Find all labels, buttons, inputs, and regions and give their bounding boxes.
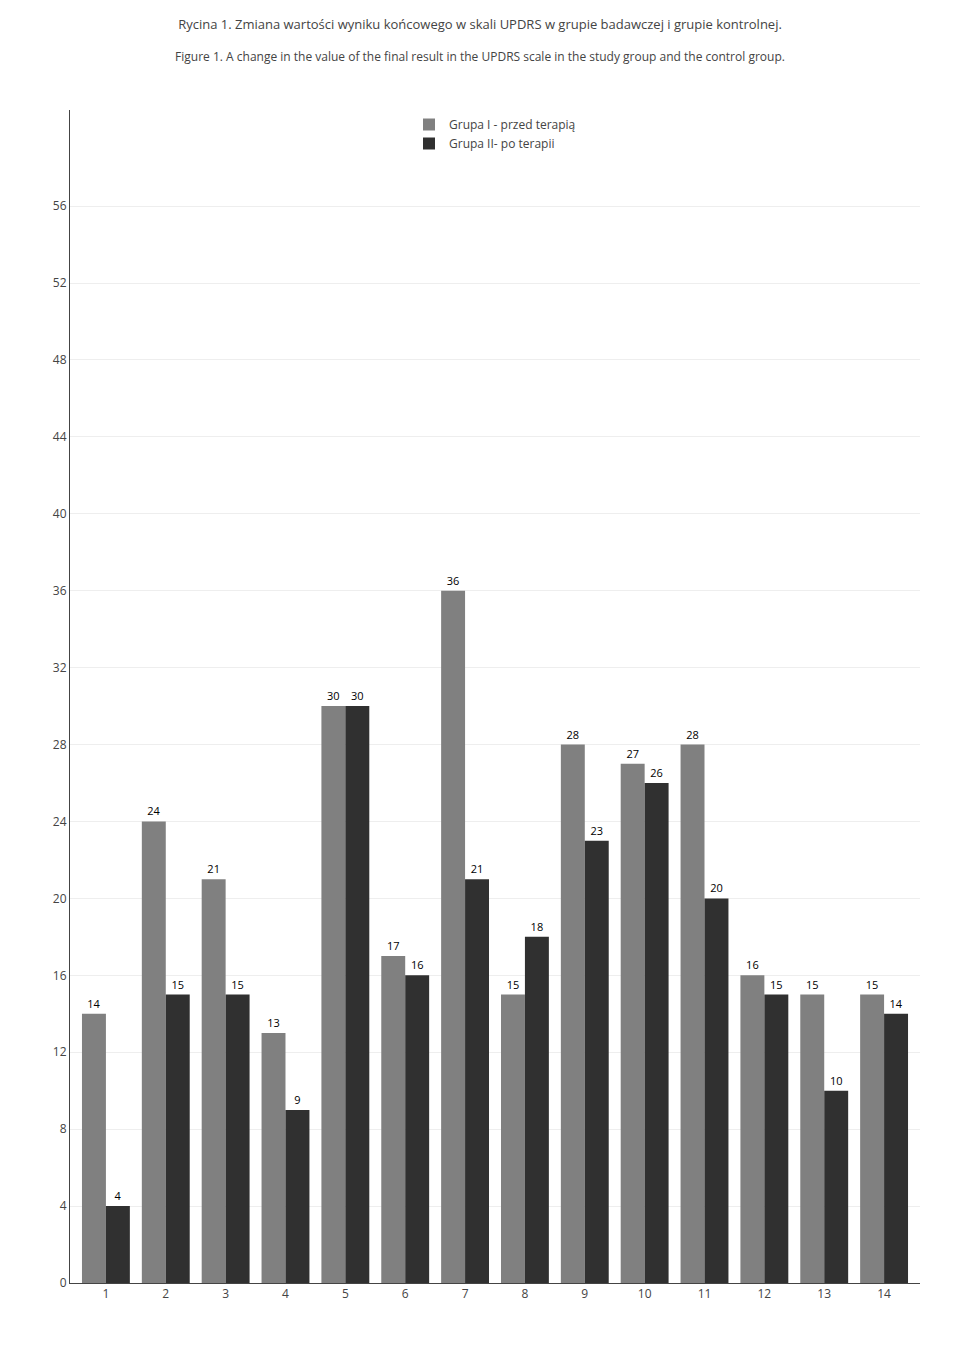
svg-text:15: 15 bbox=[171, 977, 184, 992]
svg-text:13: 13 bbox=[267, 1015, 280, 1030]
svg-text:3: 3 bbox=[222, 1285, 229, 1302]
svg-text:32: 32 bbox=[53, 659, 67, 676]
svg-text:44: 44 bbox=[53, 428, 67, 445]
svg-text:40: 40 bbox=[53, 505, 67, 522]
svg-text:28: 28 bbox=[686, 727, 699, 742]
svg-text:4: 4 bbox=[114, 1188, 121, 1203]
svg-text:17: 17 bbox=[387, 938, 400, 953]
svg-text:Rycina 1. Zmiana wartości wyni: Rycina 1. Zmiana wartości wyniku końcowe… bbox=[178, 15, 782, 33]
svg-text:16: 16 bbox=[53, 967, 67, 984]
svg-text:23: 23 bbox=[590, 823, 603, 838]
svg-text:5: 5 bbox=[342, 1285, 349, 1302]
svg-text:4: 4 bbox=[60, 1197, 67, 1214]
svg-text:10: 10 bbox=[638, 1285, 652, 1302]
svg-text:20: 20 bbox=[710, 880, 723, 895]
svg-text:9: 9 bbox=[294, 1092, 300, 1107]
svg-text:21: 21 bbox=[471, 861, 484, 876]
svg-text:7: 7 bbox=[462, 1285, 469, 1302]
svg-text:24: 24 bbox=[53, 813, 67, 830]
svg-text:30: 30 bbox=[351, 688, 364, 703]
svg-text:Figure 1. A change in the valu: Figure 1. A change in the value of the f… bbox=[175, 48, 785, 65]
svg-text:15: 15 bbox=[806, 977, 819, 992]
svg-text:36: 36 bbox=[447, 573, 460, 588]
svg-text:12: 12 bbox=[53, 1043, 67, 1060]
svg-text:52: 52 bbox=[53, 274, 67, 291]
svg-text:15: 15 bbox=[507, 977, 520, 992]
svg-text:14: 14 bbox=[889, 996, 902, 1011]
svg-text:30: 30 bbox=[327, 688, 340, 703]
svg-text:16: 16 bbox=[746, 957, 759, 972]
svg-text:48: 48 bbox=[53, 351, 67, 368]
svg-text:21: 21 bbox=[207, 861, 220, 876]
svg-text:15: 15 bbox=[770, 977, 783, 992]
svg-text:2: 2 bbox=[162, 1285, 169, 1302]
svg-text:Grupa I - przed terapią: Grupa I - przed terapią bbox=[449, 116, 575, 133]
svg-text:9: 9 bbox=[581, 1285, 588, 1302]
svg-text:14: 14 bbox=[87, 996, 100, 1011]
svg-text:56: 56 bbox=[53, 197, 67, 214]
svg-text:20: 20 bbox=[53, 890, 67, 907]
svg-text:15: 15 bbox=[231, 977, 244, 992]
svg-text:24: 24 bbox=[147, 803, 160, 818]
svg-text:27: 27 bbox=[626, 746, 639, 761]
svg-text:28: 28 bbox=[53, 736, 67, 753]
svg-text:8: 8 bbox=[60, 1120, 67, 1137]
svg-text:18: 18 bbox=[531, 919, 544, 934]
svg-text:12: 12 bbox=[758, 1285, 772, 1302]
svg-text:0: 0 bbox=[60, 1274, 67, 1291]
svg-text:14: 14 bbox=[877, 1285, 891, 1302]
svg-text:13: 13 bbox=[817, 1285, 831, 1302]
svg-text:8: 8 bbox=[521, 1285, 528, 1302]
svg-text:Grupa II- po terapii: Grupa II- po terapii bbox=[449, 135, 554, 152]
svg-text:15: 15 bbox=[866, 977, 879, 992]
svg-text:10: 10 bbox=[830, 1073, 843, 1088]
svg-text:6: 6 bbox=[402, 1285, 409, 1302]
svg-text:1: 1 bbox=[102, 1285, 109, 1302]
svg-text:26: 26 bbox=[650, 765, 663, 780]
svg-text:36: 36 bbox=[53, 582, 67, 599]
svg-text:16: 16 bbox=[411, 957, 424, 972]
svg-text:11: 11 bbox=[698, 1285, 712, 1302]
svg-text:28: 28 bbox=[567, 727, 580, 742]
svg-text:4: 4 bbox=[282, 1285, 289, 1302]
